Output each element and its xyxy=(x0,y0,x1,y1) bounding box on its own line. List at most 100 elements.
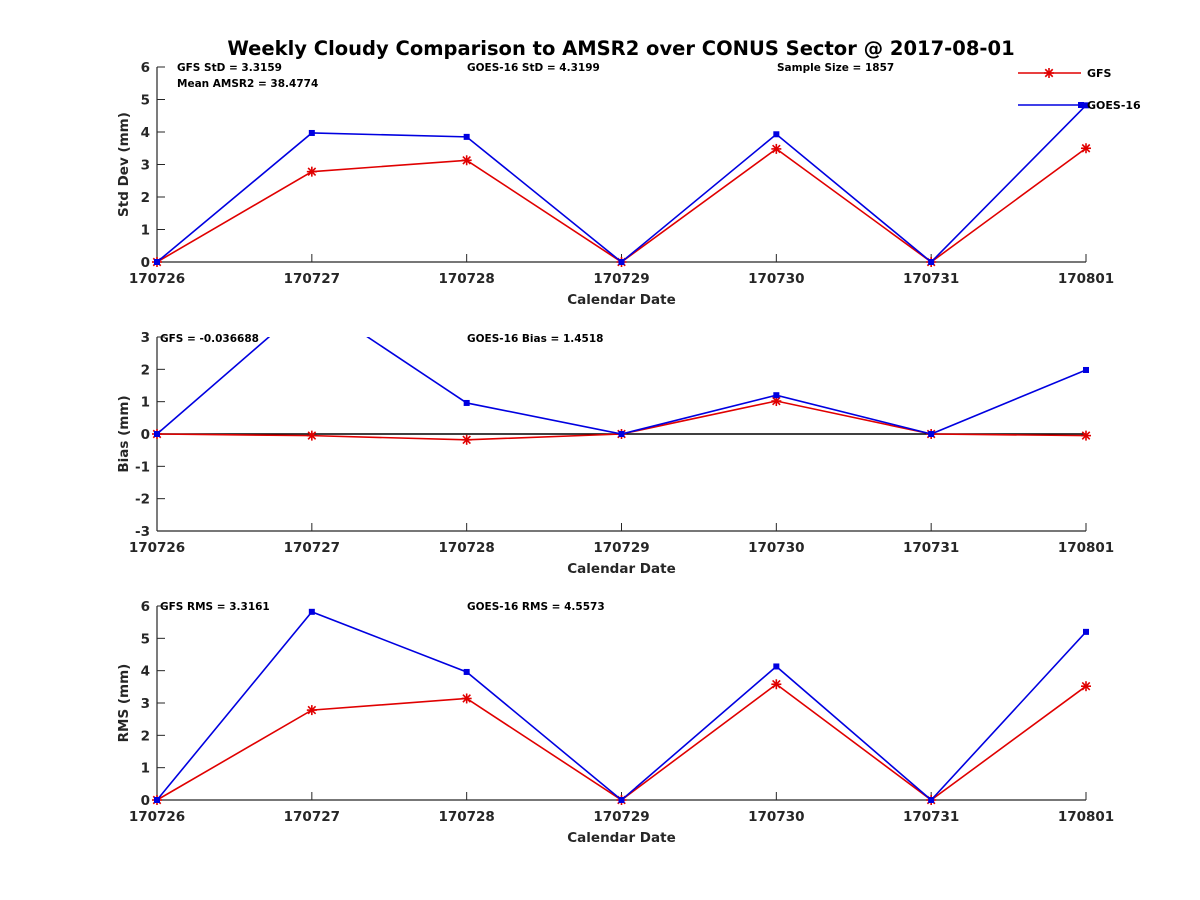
std-dev-panel: GFS StD = 3.3159 GOES-16 StD = 4.3199 Sa… xyxy=(116,60,1114,308)
bias-goes-point xyxy=(463,399,470,406)
bias-y-tick-label: 0 xyxy=(141,427,150,443)
bias-y-tick-label: 3 xyxy=(141,330,150,346)
std-annotation-sample-size: Sample Size = 1857 xyxy=(777,62,894,74)
rms-x-axis-label: Calendar Date xyxy=(567,830,675,846)
bias-gfs-point xyxy=(1081,430,1091,441)
chart-title: Weekly Cloudy Comparison to AMSR2 over C… xyxy=(227,37,1014,60)
bias-goes-point xyxy=(154,431,160,437)
bias-goes-point xyxy=(1083,366,1089,373)
rms-gfs-point xyxy=(461,693,472,704)
bias-x-tick-label: 170727 xyxy=(284,540,340,556)
std-y-tick-label: 6 xyxy=(141,60,150,76)
bias-plot-area xyxy=(152,297,1091,445)
bias-x-tick-label: 170729 xyxy=(593,540,649,556)
bias-x-tick-label: 170801 xyxy=(1058,540,1114,556)
bias-goes-series-line xyxy=(156,337,1087,435)
rms-gfs-point xyxy=(306,705,317,716)
std-y-tick-label: 3 xyxy=(141,158,150,174)
std-gfs-series-line xyxy=(156,147,1087,263)
std-x-tick-label: 170731 xyxy=(903,271,959,287)
std-gfs-point xyxy=(771,143,782,154)
bias-goes-point xyxy=(309,297,315,303)
bias-y-tick-label: -1 xyxy=(135,459,150,475)
bias-y-tick-label: 2 xyxy=(141,362,150,378)
rms-gfs-point xyxy=(771,679,782,690)
std-gfs-point xyxy=(306,166,317,177)
rms-x-tick-label: 170730 xyxy=(748,809,804,825)
legend: GFS GOES-16 xyxy=(1018,67,1141,112)
legend-goes-label: GOES-16 xyxy=(1087,99,1141,112)
rms-x-tick-label: 170727 xyxy=(284,809,340,825)
rms-y-tick-label: 1 xyxy=(141,761,150,777)
std-gfs-point xyxy=(461,155,472,166)
legend-gfs-label: GFS xyxy=(1087,67,1112,80)
std-goes-point xyxy=(773,131,780,138)
legend-gfs-marker xyxy=(1044,68,1054,78)
rms-x-tick-label: 170726 xyxy=(129,809,185,825)
rms-annotation-gfs: GFS RMS = 3.3161 xyxy=(160,601,270,613)
legend-gfs-star xyxy=(1044,68,1054,78)
std-annotation-mean-amsr2: Mean AMSR2 = 38.4774 xyxy=(177,78,318,90)
rms-goes-point xyxy=(928,797,935,803)
bias-y-tick-label: -3 xyxy=(135,524,150,540)
std-x-tick-label: 170729 xyxy=(593,271,649,287)
std-goes-point xyxy=(463,133,470,140)
bias-y-tick-label: -2 xyxy=(135,492,150,508)
std-x-tick-label: 170730 xyxy=(748,271,804,287)
bias-gfs-point xyxy=(306,430,317,441)
rms-y-tick-label: 5 xyxy=(141,631,150,647)
rms-y-tick-label: 0 xyxy=(141,793,150,809)
bias-x-tick-label: 170731 xyxy=(903,540,959,556)
rms-gfs-point xyxy=(1081,681,1091,692)
std-x-tick-label: 170728 xyxy=(438,271,494,287)
bias-y-tick-label: 1 xyxy=(141,395,150,411)
bias-gfs-point xyxy=(461,434,472,445)
rms-x-tick-label: 170731 xyxy=(903,809,959,825)
std-goes-point xyxy=(154,259,160,265)
std-y-tick-label: 2 xyxy=(141,190,150,206)
legend-goes-marker xyxy=(1078,102,1084,108)
std-x-tick-label: 170727 xyxy=(284,271,340,287)
bias-annotation-gfs: GFS = -0.036688 xyxy=(160,333,259,345)
rms-goes-point xyxy=(1083,628,1089,635)
bias-x-axis-label: Calendar Date xyxy=(567,561,675,577)
std-plot-area xyxy=(152,102,1091,267)
rms-y-axis-label: RMS (mm) xyxy=(116,664,132,743)
std-y-tick-label: 0 xyxy=(141,255,150,271)
rms-y-tick-label: 6 xyxy=(141,599,150,615)
std-gfs-point xyxy=(1081,143,1091,154)
std-y-axis-label: Std Dev (mm) xyxy=(116,112,132,217)
std-y-tick-label: 1 xyxy=(141,223,150,239)
std-goes-series-line xyxy=(156,104,1087,264)
std-annotation-gfs: GFS StD = 3.3159 xyxy=(177,62,282,74)
bias-goes-point xyxy=(773,392,780,399)
rms-panel: GFS RMS = 3.3161 GOES-16 RMS = 4.5573 01… xyxy=(116,599,1114,846)
bias-x-tick-label: 170728 xyxy=(438,540,494,556)
rms-y-tick-label: 4 xyxy=(141,664,150,680)
rms-x-tick-label: 170729 xyxy=(593,809,649,825)
rms-goes-point xyxy=(618,797,625,803)
rms-goes-point xyxy=(308,608,315,615)
bias-annotation-goes: GOES-16 Bias = 1.4518 xyxy=(467,333,603,345)
std-x-axis-label: Calendar Date xyxy=(567,292,675,308)
bias-gfs-point xyxy=(771,396,782,407)
bias-goes-point xyxy=(618,431,625,437)
std-goes-point xyxy=(1083,102,1089,109)
std-y-tick-label: 4 xyxy=(141,125,150,141)
rms-x-tick-label: 170801 xyxy=(1058,809,1114,825)
rms-x-tick-label: 170728 xyxy=(438,809,494,825)
rms-goes-point xyxy=(154,797,160,803)
bias-x-tick-label: 170726 xyxy=(129,540,185,556)
std-goes-point xyxy=(308,129,315,136)
bias-y-axis-label: Bias (mm) xyxy=(116,395,132,472)
rms-annotation-goes: GOES-16 RMS = 4.5573 xyxy=(467,601,605,613)
std-annotation-goes: GOES-16 StD = 4.3199 xyxy=(467,62,600,74)
std-x-tick-label: 170726 xyxy=(129,271,185,287)
rms-goes-series-line xyxy=(156,610,1087,802)
bias-goes-point xyxy=(928,431,935,437)
std-x-tick-label: 170801 xyxy=(1058,271,1114,287)
bias-panel: GFS = -0.036688 GOES-16 Bias = 1.4518 -3… xyxy=(116,297,1114,577)
rms-y-tick-label: 2 xyxy=(141,728,150,744)
rms-goes-point xyxy=(463,668,470,675)
